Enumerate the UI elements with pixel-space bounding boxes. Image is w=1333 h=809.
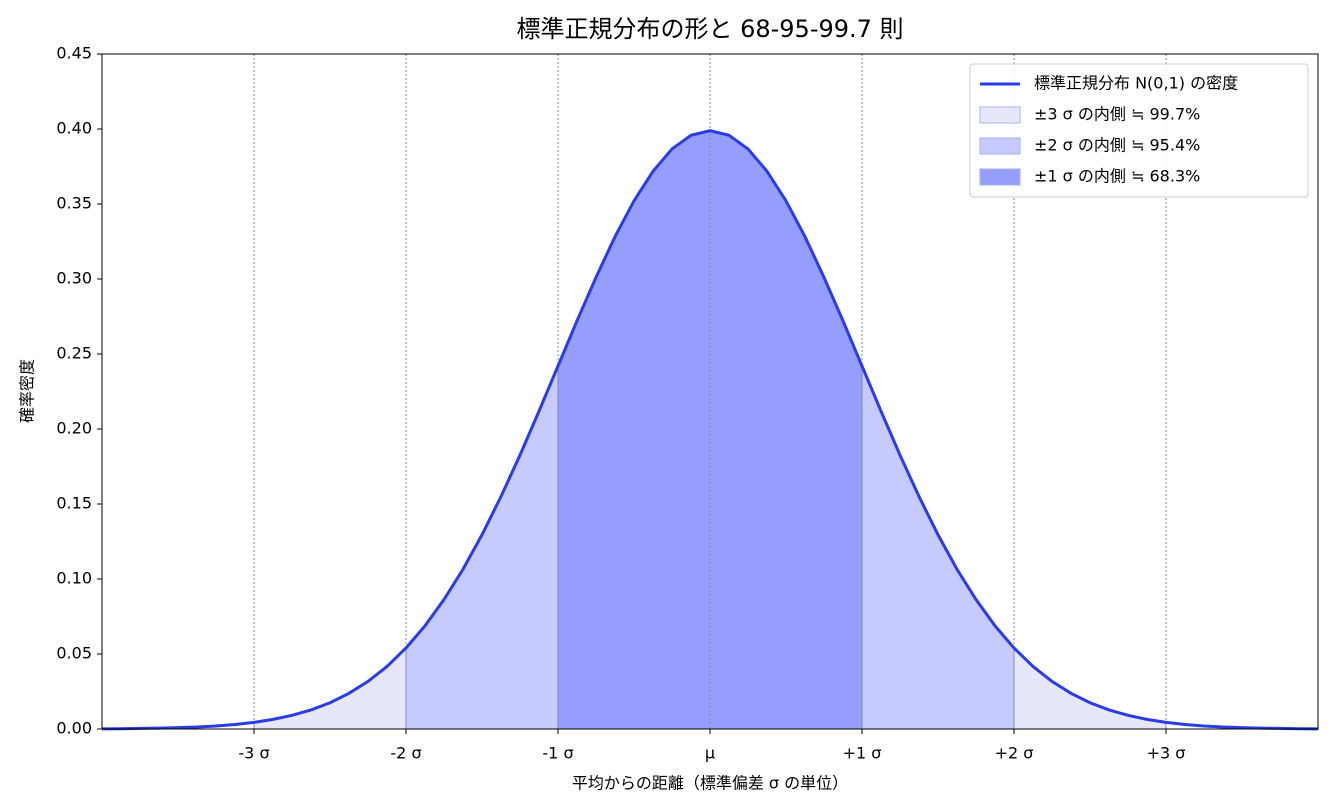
legend-swatch <box>979 168 1021 186</box>
y-tick-label: 0.05 <box>56 644 92 663</box>
legend-box <box>969 63 1309 198</box>
y-tick-label: 0.45 <box>56 44 92 63</box>
legend-label: ±1 σ の内側 ≒ 68.3% <box>1034 167 1200 186</box>
x-tick-label: -1 σ <box>542 744 573 763</box>
x-tick-label: μ <box>705 744 715 763</box>
chart-title: 標準正規分布の形と 68-95-99.7 則 <box>516 15 903 43</box>
y-tick-label: 0.35 <box>56 194 92 213</box>
x-tick-label: -2 σ <box>390 744 421 763</box>
legend-label: 標準正規分布 N(0,1) の密度 <box>1034 74 1238 93</box>
y-axis-label: 確率密度 <box>18 359 37 423</box>
y-tick-label: 0.40 <box>56 119 92 138</box>
x-tick-label: +2 σ <box>995 744 1034 763</box>
legend-swatch <box>979 106 1021 124</box>
y-tick-label: 0.10 <box>56 569 92 588</box>
band-area <box>558 130 862 729</box>
y-tick-label: 0.15 <box>56 494 92 513</box>
legend-swatch <box>979 137 1021 155</box>
legend-label: ±2 σ の内側 ≒ 95.4% <box>1034 136 1200 155</box>
y-tick-label: 0.20 <box>56 419 92 438</box>
y-tick-label: 0.00 <box>56 719 92 738</box>
legend-label: ±3 σ の内側 ≒ 99.7% <box>1034 105 1200 124</box>
x-axis-label: 平均からの距離（標準偏差 σ の単位） <box>572 774 848 793</box>
x-tick-label: +3 σ <box>1147 744 1186 763</box>
y-tick-label: 0.30 <box>56 269 92 288</box>
plot-frame <box>101 53 1319 730</box>
density-line <box>101 129 1319 731</box>
x-tick-label: -3 σ <box>238 744 269 763</box>
x-tick-label: +1 σ <box>843 744 882 763</box>
y-tick-label: 0.25 <box>56 344 92 363</box>
